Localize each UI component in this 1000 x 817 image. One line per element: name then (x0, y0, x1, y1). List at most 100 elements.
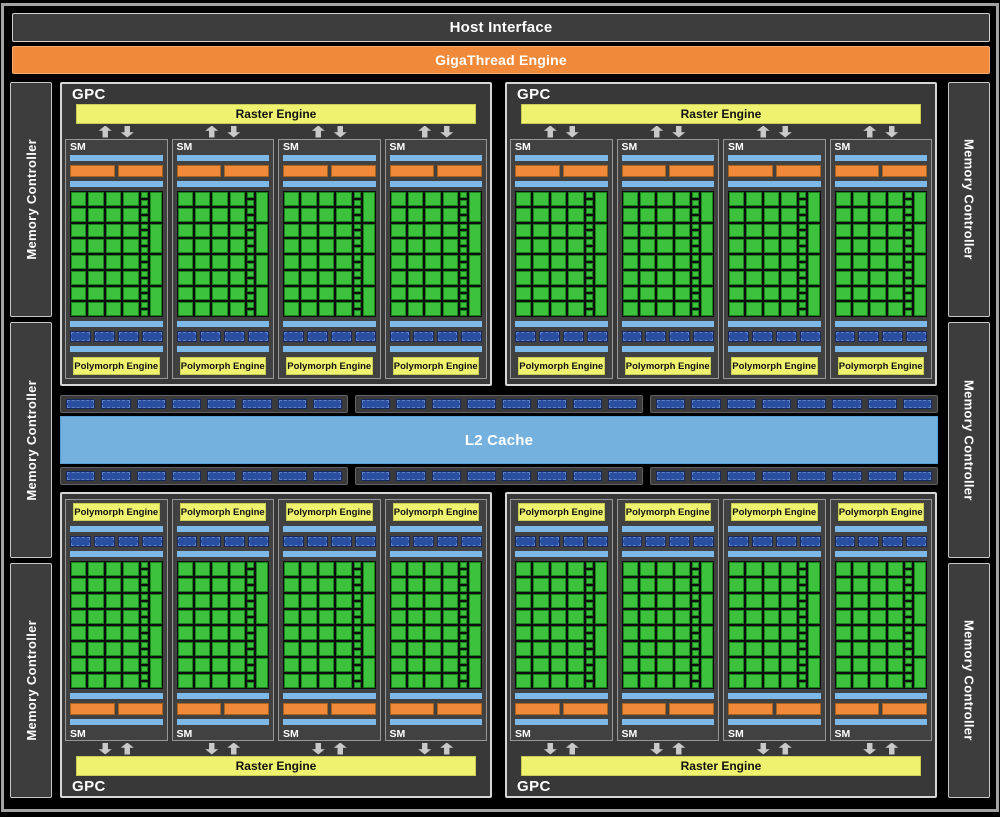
green-core-cell (71, 223, 87, 238)
green-core-cell (550, 578, 567, 592)
green-core-cell (88, 302, 104, 316)
green-core-cell (533, 658, 549, 672)
green-core-cell (71, 578, 87, 592)
navy-block-row (283, 536, 376, 547)
navy-block (867, 399, 897, 409)
green-core-cell (763, 286, 780, 301)
green-core-cell (516, 286, 532, 301)
green-core-cell (194, 223, 211, 238)
small-cell-column (460, 255, 467, 269)
small-cell-column (585, 223, 593, 238)
green-core-cell (407, 642, 424, 656)
green-core-cell (835, 562, 851, 576)
navy-block (726, 399, 756, 409)
green-core-cell (674, 302, 690, 316)
green-core-cell (568, 610, 584, 624)
small-green-cell (353, 278, 361, 285)
flow-arrows (65, 741, 168, 756)
green-core-cell (639, 302, 656, 316)
core-grid (728, 561, 821, 689)
small-green-cell (247, 192, 254, 198)
memory-controller-box: Memory Controller (10, 82, 52, 318)
green-core-cell (887, 223, 903, 238)
navy-block (306, 536, 328, 547)
small-green-cell (353, 618, 361, 624)
green-core-cell (336, 674, 352, 688)
small-cell-column (798, 255, 806, 269)
flow-arrows (830, 124, 933, 139)
small-green-cell (798, 270, 806, 277)
green-core-cell (194, 642, 211, 656)
green-core-cell (177, 223, 193, 238)
tall-green-cell (256, 192, 268, 222)
green-core-cell (105, 658, 122, 672)
green-core-cell (674, 286, 690, 301)
green-core-cell (407, 674, 424, 688)
blue-bar (515, 155, 608, 161)
navy-block (562, 536, 584, 547)
green-core-cell (318, 223, 335, 238)
green-core-cell (568, 207, 584, 222)
orange-bar-row (70, 703, 163, 715)
green-core-cell (835, 658, 851, 672)
green-core-cell (105, 302, 122, 316)
down-arrow-icon (756, 742, 770, 755)
small-green-cell (140, 310, 148, 316)
blue-bar (728, 719, 821, 725)
polymorph-engine-label: Polymorph Engine (74, 506, 159, 518)
tall-green-cell (362, 255, 375, 285)
green-core-cell (390, 626, 406, 640)
green-core-cell (177, 626, 193, 640)
small-green-cell (798, 586, 806, 592)
small-cell-column (140, 626, 148, 640)
small-green-cell (585, 682, 593, 688)
up-arrow-icon (672, 742, 686, 755)
green-core-cell (442, 192, 458, 206)
tall-green-cell (256, 594, 268, 624)
blue-bar (283, 346, 376, 352)
navy-block (171, 471, 201, 481)
small-green-cell (353, 215, 361, 222)
small-green-cell (585, 618, 593, 624)
green-core-cell (729, 207, 745, 222)
green-core-cell (781, 562, 797, 576)
green-core-cell (177, 302, 193, 316)
orange-bar (728, 703, 773, 715)
small-green-cell (460, 294, 467, 301)
small-cell-column (692, 192, 699, 206)
small-green-cell (905, 642, 912, 648)
orange-bar-row (728, 165, 821, 177)
green-core-cell (729, 223, 745, 238)
core-grid (176, 561, 269, 689)
small-green-cell (692, 634, 699, 640)
tall-green-cell (701, 658, 713, 688)
green-core-cell (622, 578, 638, 592)
green-core-cell (887, 270, 903, 285)
small-green-cell (905, 586, 912, 592)
small-green-cell (460, 618, 467, 624)
green-core-cell (533, 207, 549, 222)
blue-bar (283, 181, 376, 187)
memory-controller-box: Memory Controller (948, 322, 990, 558)
core-grid (70, 191, 163, 317)
flow-arrows (385, 124, 488, 139)
green-core-cell (336, 610, 352, 624)
sm-label-row: SM (511, 727, 612, 740)
green-core-cell (336, 642, 352, 656)
small-green-cell (460, 270, 467, 277)
polymorph-engine-bar: Polymorph Engine (73, 503, 160, 521)
green-core-cell (835, 239, 851, 253)
polymorph-engine-bar: Polymorph Engine (392, 357, 479, 375)
small-cell-column (798, 626, 806, 640)
green-core-cell (425, 658, 441, 672)
green-core-cell (763, 578, 780, 592)
flow-arrow-row (62, 124, 490, 139)
navy-block-row (515, 536, 608, 547)
polymorph-engine-label: Polymorph Engine (625, 360, 710, 372)
host-interface-label: Host Interface (449, 19, 553, 36)
small-cell-column (140, 255, 148, 269)
green-core-cell (781, 658, 797, 672)
gigathread-engine-bar: GigaThread Engine (12, 46, 990, 74)
green-core-cell (318, 239, 335, 253)
sm-row: Polymorph Engine SM Polymorph Engine SM Poly… (62, 499, 490, 741)
